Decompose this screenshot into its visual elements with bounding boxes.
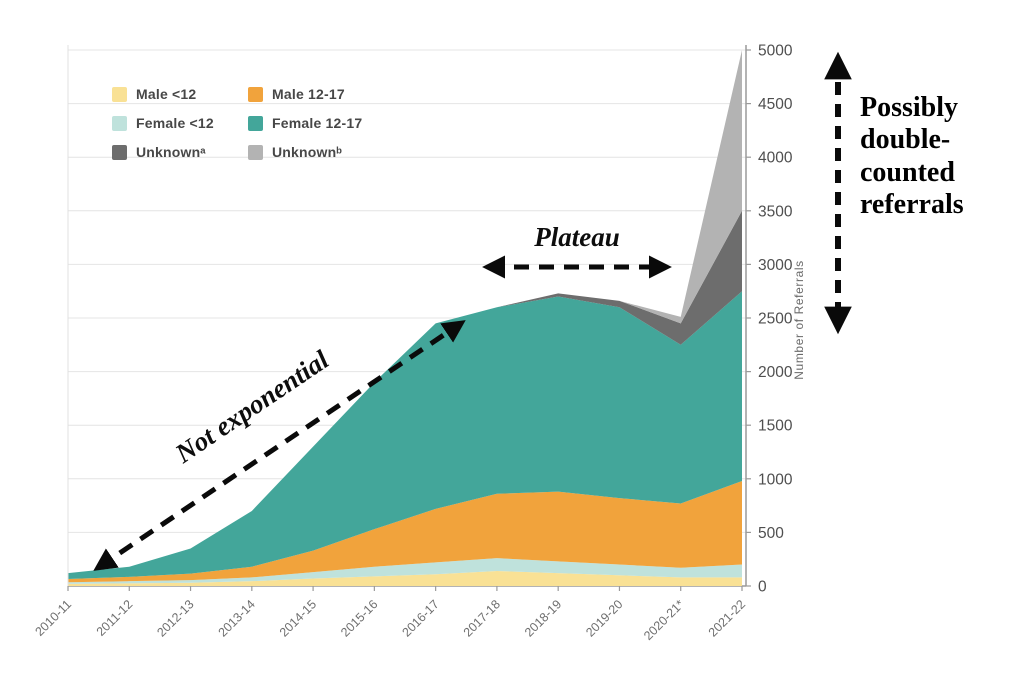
y-tick-1500: 1500 [758, 418, 793, 435]
legend-swatch-male-12-17 [248, 86, 263, 102]
x-axis-labels: 2010-11 2011-12 2012-13 2013-14 2014-15 2015-… [32, 597, 748, 643]
y-tick-2500: 2500 [758, 311, 793, 328]
y-tick-4500: 4500 [758, 96, 793, 113]
y-tick-4000: 4000 [758, 150, 793, 167]
y-tick-0: 0 [758, 579, 767, 596]
x-tick-9: 2019-20 [583, 597, 625, 639]
legend-label-male-u12: Male <12 [136, 86, 197, 102]
x-tick-1: 2011-12 [94, 597, 136, 639]
legend-swatch-female-u12 [112, 115, 127, 131]
legend-item-unknown-b: Unknownᵇ [248, 144, 362, 160]
y-axis-tick-labels: 0 500 1000 1500 2000 2500 3000 3500 4000 4500 5000 [758, 43, 793, 596]
legend-swatch-unknown-b [248, 144, 263, 160]
y-tick-5000: 5000 [758, 43, 793, 60]
area-1-female-12 [68, 558, 742, 584]
x-tick-5: 2015-16 [338, 597, 380, 639]
x-tick-8: 2018-19 [522, 597, 564, 639]
legend-label-female-12-17: Female 12-17 [272, 115, 363, 131]
not-exponential-arrow [93, 320, 466, 571]
legend-swatch-female-12-17 [248, 115, 263, 131]
legend-label-unknown-a: Unknownᵃ [136, 144, 206, 160]
legend-swatch-male-u12 [112, 86, 127, 102]
plateau-label: Plateau [533, 222, 620, 252]
legend-swatch-unknown-a [112, 144, 127, 160]
y-axis-title: Number of Referrals [792, 260, 806, 379]
y-tick-3500: 3500 [758, 203, 793, 220]
x-tick-0: 2010-11 [32, 597, 74, 639]
legend-label-male-12-17: Male 12-17 [272, 86, 345, 102]
x-tick-2: 2012-13 [154, 597, 196, 639]
double-counted-note: Possibly double-counted referrals [860, 92, 964, 221]
area-0-male-12 [68, 570, 742, 586]
x-tick-10: 2020-21* [641, 597, 687, 643]
legend-label-unknown-b: Unknownᵇ [272, 144, 343, 160]
y-tick-3000: 3000 [758, 257, 793, 274]
legend-item-male-u12: Male <12 [112, 86, 224, 102]
legend-item-female-12-17: Female 12-17 [248, 115, 362, 131]
legend-item-unknown-a: Unknownᵃ [112, 144, 224, 160]
x-tick-4: 2014-15 [277, 597, 319, 639]
legend-item-female-u12: Female <12 [112, 115, 224, 131]
x-tick-7: 2017-18 [461, 597, 503, 639]
y-tick-500: 500 [758, 525, 784, 542]
x-tick-11: 2021-22 [706, 597, 748, 639]
axes [67, 45, 751, 591]
x-tick-6: 2016-17 [399, 597, 441, 639]
y-tick-1000: 1000 [758, 471, 793, 488]
chart-legend: Male <12 Male 12-17 Female <12 Female 12… [112, 86, 362, 160]
legend-item-male-12-17: Male 12-17 [248, 86, 362, 102]
legend-label-female-u12: Female <12 [136, 115, 214, 131]
x-tick-3: 2013-14 [216, 597, 258, 639]
y-tick-2000: 2000 [758, 364, 793, 381]
